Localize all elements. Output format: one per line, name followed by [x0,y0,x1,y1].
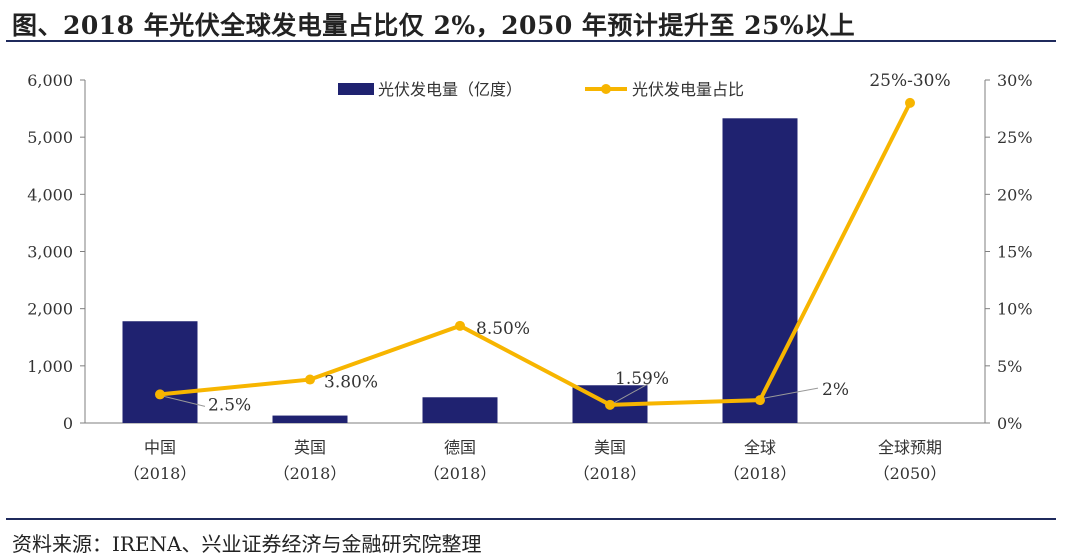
right-tick-label: 15% [997,243,1033,262]
category-year-label: （2050） [874,464,947,483]
share-point-1 [155,389,165,400]
label-leader-line [163,395,206,407]
share-line [159,101,912,407]
data-label: 2.5% [208,395,251,415]
left-tick-label: 5,000 [27,128,73,147]
category-label: 全球预期 [878,438,942,457]
share-point-2 [305,374,315,385]
category-label: 美国 [594,438,626,457]
right-tick-label: 5% [997,357,1022,376]
label-leader-line [763,387,819,399]
bar-1 [122,321,198,423]
source-divider [6,518,1056,520]
category-year-label: （2018） [274,464,347,483]
bar-2 [272,415,348,423]
left-tick-label: 3,000 [27,243,73,262]
share-point-6 [905,97,915,108]
legend-bar-label: 光伏发电量（亿度） [378,80,522,99]
legend-line-label: 光伏发电量占比 [632,80,744,99]
share-point-4 [605,399,615,410]
category-label: 中国 [144,438,176,457]
category-year-label: （2018） [124,464,197,483]
data-label: 25%-30% [869,71,950,91]
share-point-5 [755,395,765,406]
right-tick-label: 25% [997,128,1033,147]
right-tick-label: 10% [997,300,1033,319]
share-point-3 [455,320,465,331]
source-note: 资料来源：IRENA、兴业证券经济与金融研究院整理 [12,532,482,556]
label-leader-line [613,382,651,404]
chart-area: 0 1,000 2,000 3,000 4,000 5,000 6,000 0% 5% 10% 15… [27,71,1033,483]
left-tick-label: 4,000 [27,185,73,204]
data-label: 1.59% [615,369,669,389]
bar-5 [722,118,798,423]
data-label: 8.50% [476,319,530,339]
left-tick-label: 2,000 [27,300,73,319]
category-label: 英国 [294,438,326,457]
legend-line-marker [601,84,611,94]
left-tick-label: 6,000 [27,71,73,90]
category-label: 德国 [444,438,476,457]
left-tick-label: 1,000 [27,357,73,376]
category-year-label: （2018） [424,464,497,483]
category-label: 全球 [744,438,776,457]
left-tick-label: 0 [63,414,73,433]
data-label: 2% [822,380,849,400]
data-label: 3.80% [324,373,378,393]
right-tick-label: 30% [997,71,1033,90]
right-tick-label: 20% [997,185,1033,204]
bar-3 [422,397,498,423]
category-year-label: （2018） [724,464,797,483]
legend-bar-swatch [338,83,374,95]
chart-title: 图、2018 年光伏全球发电量占比仅 2%，2050 年预计提升至 25%以上 [12,11,856,40]
category-year-label: （2018） [574,464,647,483]
right-tick-label: 0% [997,414,1022,433]
title-divider [6,40,1056,42]
